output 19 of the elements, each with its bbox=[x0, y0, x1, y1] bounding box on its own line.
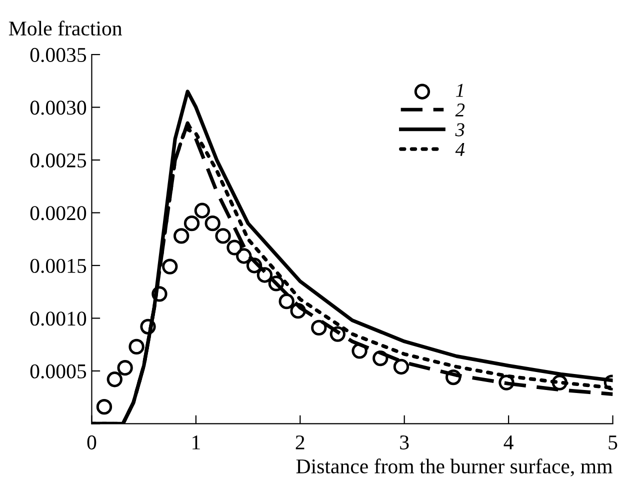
y-tick-label: 0.0035 bbox=[30, 48, 86, 62]
x-tick-label: 4 bbox=[504, 436, 514, 450]
y-tick-label: 0.0025 bbox=[30, 153, 86, 168]
y-axis-title: Mole fraction bbox=[8, 20, 122, 36]
x-tick-label: 3 bbox=[400, 435, 409, 450]
y-tick-label: 0.0020 bbox=[30, 206, 86, 220]
legend-label: 4 bbox=[455, 143, 465, 156]
x-tick-label: 1 bbox=[192, 436, 200, 450]
y-tick-label: 0.0010 bbox=[30, 312, 86, 326]
y-tick-label: 0.0015 bbox=[30, 258, 86, 274]
legend-label: 2 bbox=[455, 104, 465, 116]
y-tick-label: 0.0005 bbox=[30, 364, 86, 378]
legend-label: 1 bbox=[456, 84, 463, 97]
legend-label: 3 bbox=[455, 123, 464, 136]
y-tick-label: 0.0030 bbox=[30, 100, 86, 115]
x-tick-label: 5 bbox=[608, 436, 618, 450]
x-tick-label: 0 bbox=[87, 435, 96, 450]
x-tick-label: 2 bbox=[296, 435, 304, 450]
x-axis-title: Distance from the burner surface, mm bbox=[296, 458, 612, 476]
